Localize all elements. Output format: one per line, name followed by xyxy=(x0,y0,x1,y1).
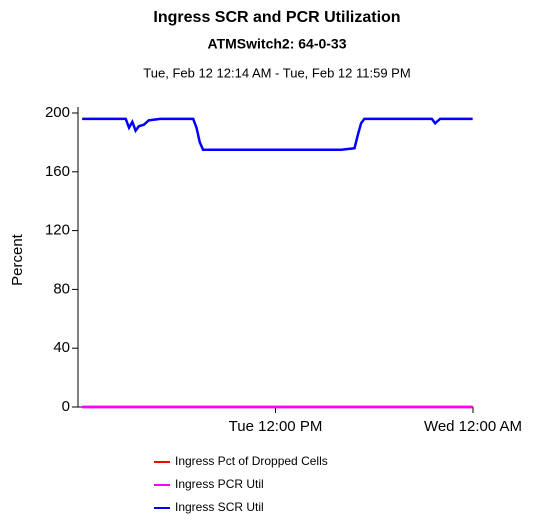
legend-label: Ingress Pct of Dropped Cells xyxy=(175,454,328,468)
y-tick-label: 80 xyxy=(53,280,70,297)
series-line xyxy=(82,117,473,151)
y-axis-label: Percent xyxy=(9,233,26,286)
date-range: Tue, Feb 12 12:14 AM - Tue, Feb 12 11:59… xyxy=(143,65,410,80)
y-tick-label: 0 xyxy=(62,398,70,415)
y-tick-label: 200 xyxy=(45,104,70,121)
legend-label: Ingress PCR Util xyxy=(175,477,264,491)
y-tick-label: 120 xyxy=(45,222,70,239)
x-tick-label: Tue 12:00 PM xyxy=(229,418,323,435)
y-tick-label: 160 xyxy=(45,163,70,180)
y-tick-label: 40 xyxy=(53,339,70,356)
chart-title: Ingress SCR and PCR Utilization xyxy=(153,9,400,26)
legend-label: Ingress SCR Util xyxy=(175,500,264,514)
chart-subtitle: ATMSwitch2: 64-0-33 xyxy=(208,36,347,52)
x-tick-label: Wed 12:00 AM xyxy=(424,418,522,435)
